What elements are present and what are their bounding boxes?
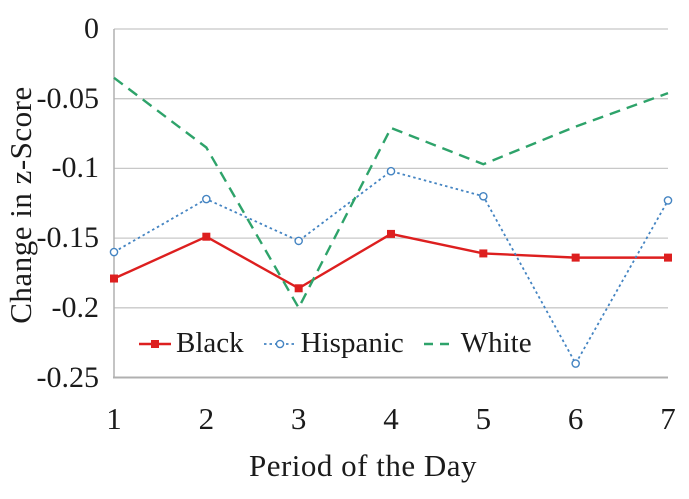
x-axis-title: Period of the Day [248,448,478,483]
legend-item-black: Black [139,327,244,360]
marker-black [387,229,395,238]
marker-black [664,253,672,262]
marker-hispanic [109,247,119,257]
marker-hispanic [571,359,580,368]
y-tick-label: -0.05 [36,81,100,115]
x-tick-label: 7 [660,401,676,436]
legend-label-black: Black [176,327,244,359]
y-tick-label: -0.15 [36,221,100,255]
legend: Black Hispanic White [139,327,532,360]
legend-item-hispanic: Hispanic [263,327,404,360]
legend-item-white: White [423,327,532,360]
x-tick-label: 4 [383,401,399,436]
y-tick-label: -0.1 [51,151,100,185]
marker-black [571,253,580,262]
x-tick-label: 3 [290,401,307,436]
legend-swatch-hispanic [263,339,296,348]
x-tick-label: 6 [567,401,584,436]
x-tick-label: 5 [475,401,492,436]
legend-swatch-black [139,339,171,348]
y-tick-label: -0.2 [51,290,100,324]
marker-hispanic [386,166,396,176]
x-tick-label: 1 [106,401,122,436]
marker-hispanic [202,194,211,204]
y-axis-title: Change in z-Score [3,86,38,324]
y-tick-label: 0 [84,12,99,45]
marker-black [479,249,488,258]
marker-black [294,284,303,293]
legend-label-white: White [460,327,532,359]
series-line-black [113,232,668,290]
marker-black [110,274,118,283]
x-tick-label: 2 [198,401,215,436]
series-line-white [113,76,669,311]
legend-label-hispanic: Hispanic [300,327,404,359]
y-tick-label: -0.25 [36,360,100,394]
marker-hispanic [663,196,673,205]
marker-black [202,232,211,241]
legend-swatch-white [423,342,456,345]
marker-hispanic [479,191,488,201]
marker-hispanic [294,236,303,246]
